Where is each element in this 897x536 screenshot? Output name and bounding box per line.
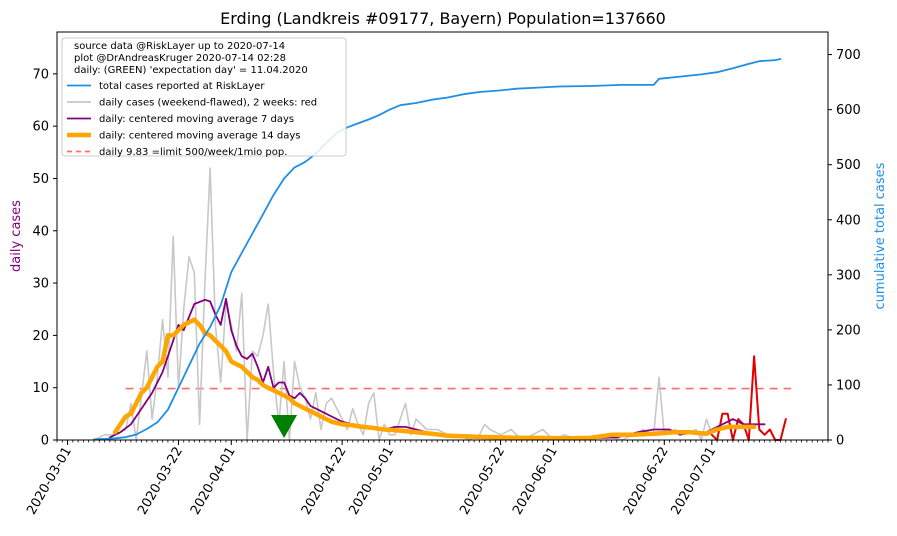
y-right-tick-label: 400	[836, 213, 861, 228]
x-tick-label: 2020-04-01	[188, 445, 239, 518]
x-tick-label: 2020-04-22	[299, 445, 350, 518]
legend-entry-label: total cases reported at RiskLayer	[99, 81, 265, 92]
x-tick-label: 2020-05-01	[346, 445, 397, 518]
x-tick-label: 2020-03-22	[135, 445, 186, 518]
chart-title: Erding (Landkreis #09177, Bayern) Popula…	[220, 9, 666, 28]
y-right-tick-label: 600	[836, 103, 861, 118]
y-left-tick-label: 0	[41, 434, 49, 449]
y-left-tick-label: 40	[32, 224, 49, 239]
plot-area	[93, 58, 792, 441]
y-left-tick-label: 20	[32, 329, 49, 344]
legend-entry-label: daily cases (weekend-flawed), 2 weeks: r…	[99, 98, 317, 109]
y-right-tick-label: 700	[836, 48, 861, 63]
legend-box	[61, 37, 347, 157]
x-tick-label: 2020-05-22	[457, 445, 508, 518]
y-left-tick-label: 70	[32, 67, 49, 82]
x-tick-label: 2020-07-01	[669, 445, 720, 518]
x-tick-label: 2020-06-01	[510, 445, 561, 518]
legend-entry-label: daily: centered moving average 14 days	[99, 131, 300, 142]
y-left-tick-label: 10	[32, 381, 49, 396]
cumulative-line	[93, 58, 782, 441]
y-right-tick-label: 300	[836, 268, 861, 283]
legend-header-line: plot @DrAndreasKruger 2020-07-14 02:28	[74, 53, 286, 64]
y-right-tick-label: 500	[836, 158, 861, 173]
y-left-tick-label: 30	[32, 277, 49, 292]
x-tick-label: 2020-06-22	[621, 445, 672, 518]
legend-entry-label: daily: centered moving average 7 days	[99, 114, 294, 125]
legend-header-line: daily: (GREEN) 'expectation day' = 11.04…	[74, 65, 308, 76]
y-left-tick-label: 50	[32, 172, 49, 187]
y-right-tick-label: 0	[836, 434, 844, 449]
legend: source data @RiskLayer up to 2020-07-14 …	[61, 37, 347, 158]
y-right-tick-label: 100	[836, 378, 861, 393]
y-right-tick-label: 200	[836, 323, 861, 338]
y-axis-left-label: daily cases	[9, 200, 24, 272]
expectation-day-marker	[271, 415, 298, 438]
legend-header-line: source data @RiskLayer up to 2020-07-14	[74, 41, 285, 52]
daily-raw-line	[93, 167, 713, 441]
ma7-line	[108, 297, 766, 440]
y-axis-right-label: cumulative total cases	[873, 162, 888, 309]
y-left-tick-label: 60	[32, 120, 49, 135]
x-tick-label: 2020-03-01	[24, 445, 75, 518]
legend-entry-label: daily 9.83 =limit 500/week/1mio pop.	[99, 147, 287, 158]
ma14-line	[112, 317, 757, 441]
